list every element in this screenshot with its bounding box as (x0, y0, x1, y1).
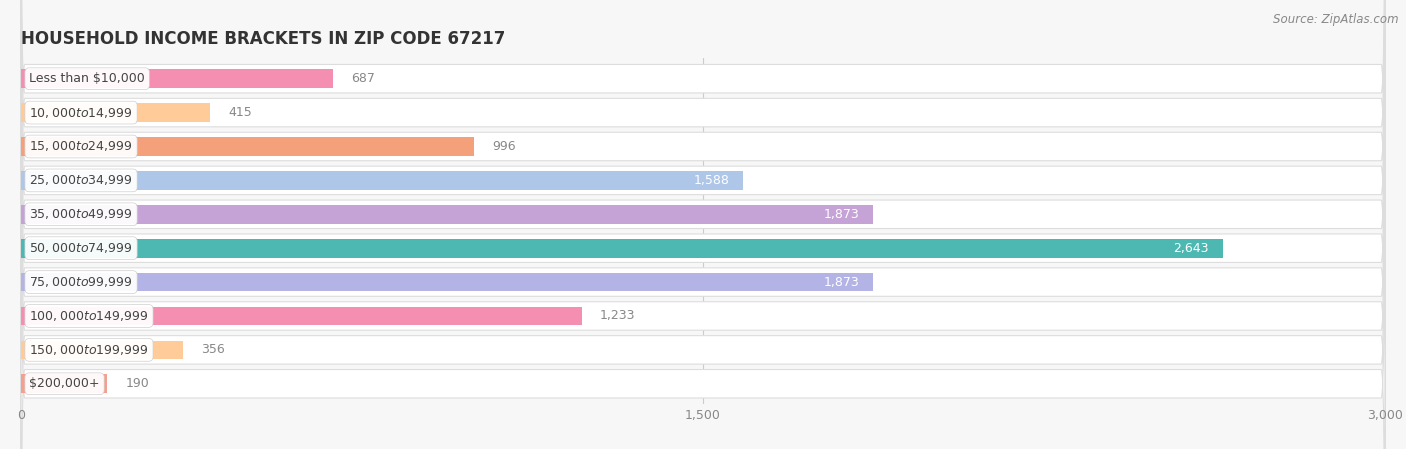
Text: 1,873: 1,873 (823, 208, 859, 221)
Text: Source: ZipAtlas.com: Source: ZipAtlas.com (1274, 13, 1399, 26)
Text: $15,000 to $24,999: $15,000 to $24,999 (30, 140, 132, 154)
FancyBboxPatch shape (21, 127, 1385, 449)
Text: $200,000+: $200,000+ (30, 377, 100, 390)
FancyBboxPatch shape (21, 0, 1385, 449)
Text: $10,000 to $14,999: $10,000 to $14,999 (30, 106, 132, 119)
FancyBboxPatch shape (21, 93, 1385, 449)
Text: $25,000 to $34,999: $25,000 to $34,999 (30, 173, 132, 187)
Text: 1,588: 1,588 (693, 174, 730, 187)
Text: 1,233: 1,233 (600, 309, 636, 322)
Text: 190: 190 (125, 377, 149, 390)
Text: 2,643: 2,643 (1174, 242, 1209, 255)
FancyBboxPatch shape (21, 59, 1385, 449)
Text: 996: 996 (492, 140, 516, 153)
FancyBboxPatch shape (21, 25, 1385, 449)
Text: 1,873: 1,873 (823, 276, 859, 289)
Bar (21, 307, 582, 325)
FancyBboxPatch shape (21, 0, 1385, 437)
Text: $150,000 to $199,999: $150,000 to $199,999 (30, 343, 149, 357)
Text: 356: 356 (201, 343, 225, 357)
Text: 415: 415 (228, 106, 252, 119)
Text: 687: 687 (352, 72, 375, 85)
Text: $35,000 to $49,999: $35,000 to $49,999 (30, 207, 132, 221)
Text: HOUSEHOLD INCOME BRACKETS IN ZIP CODE 67217: HOUSEHOLD INCOME BRACKETS IN ZIP CODE 67… (21, 31, 506, 48)
Text: $100,000 to $149,999: $100,000 to $149,999 (30, 309, 149, 323)
Bar (21, 171, 742, 190)
Bar (21, 239, 1223, 258)
Text: $75,000 to $99,999: $75,000 to $99,999 (30, 275, 132, 289)
FancyBboxPatch shape (21, 0, 1385, 370)
Text: Less than $10,000: Less than $10,000 (30, 72, 145, 85)
Bar (21, 205, 873, 224)
Text: $50,000 to $74,999: $50,000 to $74,999 (30, 241, 132, 255)
Bar (21, 340, 183, 359)
Bar (21, 103, 209, 122)
Bar (21, 137, 474, 156)
Bar (21, 374, 107, 393)
Bar (21, 70, 333, 88)
FancyBboxPatch shape (21, 0, 1385, 403)
Bar (21, 273, 873, 291)
FancyBboxPatch shape (21, 0, 1385, 336)
FancyBboxPatch shape (21, 0, 1385, 449)
